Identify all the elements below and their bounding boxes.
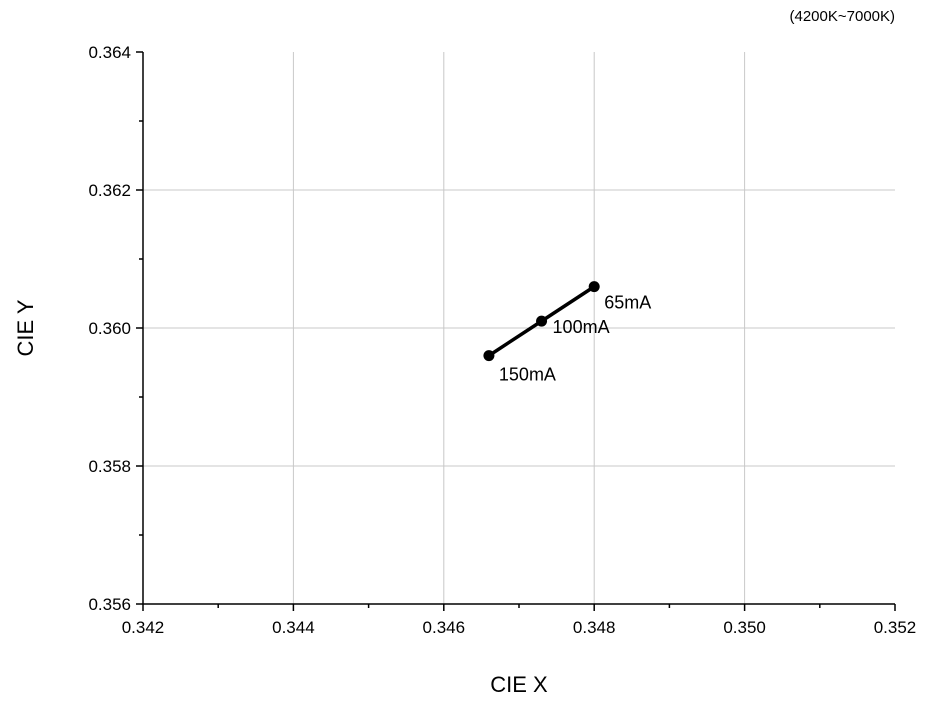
axes: 0.342 0.344 0.346 0.348 0.350 0.352 0.356 0.358… bbox=[88, 43, 916, 637]
y-tick-label: 0.360 bbox=[88, 319, 131, 338]
x-tick-label: 0.346 bbox=[423, 618, 466, 637]
y-tick-label: 0.364 bbox=[88, 43, 131, 62]
data-point-label: 100mA bbox=[553, 317, 610, 337]
x-tick-label: 0.350 bbox=[723, 618, 766, 637]
data-point-label: 65mA bbox=[604, 293, 651, 313]
chart-subtitle: (4200K~7000K) bbox=[790, 8, 896, 25]
y-tick-label: 0.362 bbox=[88, 181, 131, 200]
data-point-label: 150mA bbox=[499, 365, 556, 385]
series: 65mA 100mA 150mA bbox=[483, 281, 651, 385]
x-axis-label: CIE X bbox=[490, 672, 548, 697]
x-tick-label: 0.352 bbox=[874, 618, 917, 637]
data-point bbox=[588, 281, 600, 293]
data-point bbox=[536, 315, 548, 327]
y-tick-label: 0.356 bbox=[88, 595, 131, 614]
x-tick-label: 0.342 bbox=[122, 618, 165, 637]
data-point bbox=[483, 350, 495, 362]
y-axis-label: CIE Y bbox=[13, 299, 38, 356]
labels: CIE X CIE Y (4200K~7000K) bbox=[13, 8, 895, 697]
x-tick-label: 0.344 bbox=[272, 618, 315, 637]
x-tick-label: 0.348 bbox=[573, 618, 616, 637]
y-tick-label: 0.358 bbox=[88, 457, 131, 476]
grid bbox=[143, 52, 895, 604]
